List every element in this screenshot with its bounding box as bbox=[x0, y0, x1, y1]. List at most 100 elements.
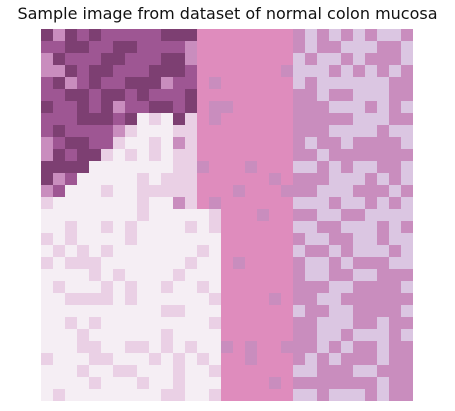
image-pixel-tile bbox=[53, 89, 65, 101]
image-pixel-tile bbox=[173, 89, 185, 101]
image-pixel-tile bbox=[101, 341, 113, 353]
image-pixel-tile bbox=[401, 209, 413, 221]
image-pixel-tile bbox=[161, 293, 173, 305]
image-pixel-tile bbox=[185, 245, 197, 257]
image-pixel-tile bbox=[305, 257, 317, 269]
image-pixel-tile bbox=[269, 329, 281, 341]
image-pixel-tile bbox=[365, 113, 377, 125]
image-pixel-tile bbox=[281, 257, 293, 269]
image-pixel-tile bbox=[305, 41, 317, 53]
image-pixel-tile bbox=[161, 305, 173, 317]
image-pixel-tile bbox=[293, 341, 305, 353]
image-pixel-tile bbox=[113, 173, 125, 185]
image-pixel-tile bbox=[41, 281, 53, 293]
image-pixel-tile bbox=[161, 389, 173, 401]
image-pixel-tile bbox=[53, 185, 65, 197]
image-pixel-tile bbox=[101, 53, 113, 65]
image-pixel-tile bbox=[41, 101, 53, 113]
image-pixel-tile bbox=[341, 53, 353, 65]
image-pixel-tile bbox=[161, 317, 173, 329]
image-pixel-tile bbox=[221, 185, 233, 197]
image-pixel-tile bbox=[377, 137, 389, 149]
image-pixel-tile bbox=[293, 365, 305, 377]
image-pixel-tile bbox=[77, 89, 89, 101]
image-pixel-tile bbox=[89, 233, 101, 245]
image-pixel-tile bbox=[197, 173, 209, 185]
image-pixel-tile bbox=[281, 293, 293, 305]
image-pixel-tile bbox=[221, 233, 233, 245]
image-pixel-tile bbox=[149, 305, 161, 317]
image-pixel-tile bbox=[353, 233, 365, 245]
image-pixel-tile bbox=[197, 353, 209, 365]
image-pixel-tile bbox=[41, 161, 53, 173]
image-pixel-tile bbox=[149, 329, 161, 341]
image-pixel-tile bbox=[377, 41, 389, 53]
image-pixel-tile bbox=[185, 65, 197, 77]
image-pixel-tile bbox=[245, 365, 257, 377]
image-pixel-tile bbox=[377, 245, 389, 257]
image-pixel-tile bbox=[221, 365, 233, 377]
image-pixel-tile bbox=[173, 245, 185, 257]
image-pixel-tile bbox=[281, 221, 293, 233]
image-pixel-tile bbox=[53, 389, 65, 401]
image-pixel-tile bbox=[185, 377, 197, 389]
image-pixel-tile bbox=[293, 269, 305, 281]
image-pixel-tile bbox=[221, 221, 233, 233]
image-pixel-tile bbox=[401, 341, 413, 353]
image-pixel-tile bbox=[77, 77, 89, 89]
image-pixel-tile bbox=[53, 293, 65, 305]
image-pixel-tile bbox=[341, 173, 353, 185]
image-pixel-tile bbox=[149, 209, 161, 221]
image-pixel-tile bbox=[125, 317, 137, 329]
image-pixel-tile bbox=[65, 53, 77, 65]
image-pixel-tile bbox=[257, 89, 269, 101]
image-pixel-tile bbox=[401, 161, 413, 173]
image-pixel-tile bbox=[377, 149, 389, 161]
image-pixel-tile bbox=[53, 281, 65, 293]
image-pixel-tile bbox=[317, 125, 329, 137]
image-pixel-tile bbox=[41, 257, 53, 269]
image-pixel-tile bbox=[53, 161, 65, 173]
image-pixel-tile bbox=[161, 269, 173, 281]
image-pixel-tile bbox=[161, 233, 173, 245]
image-pixel-tile bbox=[341, 245, 353, 257]
image-pixel-tile bbox=[269, 173, 281, 185]
image-pixel-tile bbox=[221, 197, 233, 209]
image-pixel-tile bbox=[293, 101, 305, 113]
image-pixel-tile bbox=[245, 293, 257, 305]
image-pixel-tile bbox=[269, 209, 281, 221]
image-pixel-tile bbox=[113, 77, 125, 89]
image-pixel-tile bbox=[329, 293, 341, 305]
image-pixel-tile bbox=[41, 41, 53, 53]
image-pixel-tile bbox=[377, 365, 389, 377]
image-pixel-tile bbox=[365, 137, 377, 149]
image-pixel-tile bbox=[173, 29, 185, 41]
image-pixel-tile bbox=[293, 221, 305, 233]
image-pixel-tile bbox=[377, 29, 389, 41]
image-pixel-tile bbox=[53, 53, 65, 65]
image-pixel-tile bbox=[89, 269, 101, 281]
image-pixel-tile bbox=[377, 281, 389, 293]
image-pixel-tile bbox=[389, 389, 401, 401]
image-pixel-tile bbox=[161, 89, 173, 101]
image-pixel-tile bbox=[77, 257, 89, 269]
image-pixel-tile bbox=[89, 245, 101, 257]
image-pixel-tile bbox=[89, 137, 101, 149]
image-pixel-tile bbox=[389, 137, 401, 149]
image-pixel-tile bbox=[53, 377, 65, 389]
image-pixel-tile bbox=[77, 329, 89, 341]
image-pixel-tile bbox=[209, 137, 221, 149]
image-pixel-tile bbox=[125, 29, 137, 41]
image-pixel-tile bbox=[185, 197, 197, 209]
image-pixel-tile bbox=[185, 221, 197, 233]
image-pixel-tile bbox=[41, 233, 53, 245]
image-pixel-tile bbox=[185, 257, 197, 269]
image-pixel-tile bbox=[77, 365, 89, 377]
image-pixel-tile bbox=[137, 269, 149, 281]
image-pixel-tile bbox=[161, 173, 173, 185]
image-pixel-tile bbox=[65, 209, 77, 221]
image-pixel-tile bbox=[305, 305, 317, 317]
image-pixel-tile bbox=[161, 281, 173, 293]
image-pixel-tile bbox=[233, 89, 245, 101]
image-pixel-tile bbox=[341, 281, 353, 293]
